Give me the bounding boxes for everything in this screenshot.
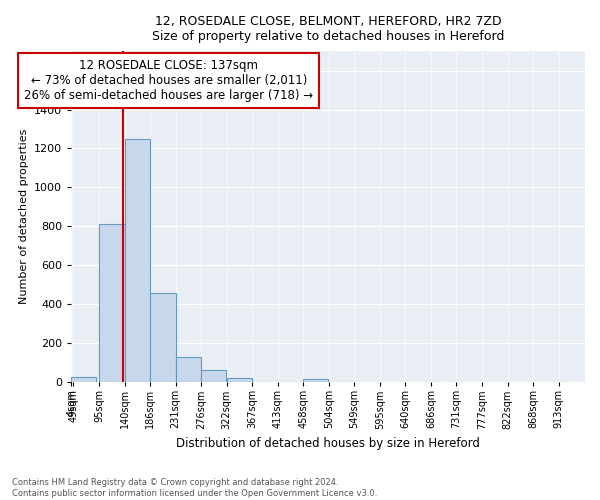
Text: 12 ROSEDALE CLOSE: 137sqm
← 73% of detached houses are smaller (2,011)
26% of se: 12 ROSEDALE CLOSE: 137sqm ← 73% of detac…	[24, 60, 313, 102]
Bar	[227, 378, 252, 382]
Bar	[176, 357, 201, 382]
Bar	[71, 378, 97, 382]
Y-axis label: Number of detached properties: Number of detached properties	[19, 129, 29, 304]
Bar	[125, 139, 150, 382]
Text: Contains HM Land Registry data © Crown copyright and database right 2024.
Contai: Contains HM Land Registry data © Crown c…	[12, 478, 377, 498]
X-axis label: Distribution of detached houses by size in Hereford: Distribution of detached houses by size …	[176, 437, 480, 450]
Bar	[303, 380, 328, 382]
Bar	[201, 370, 226, 382]
Title: 12, ROSEDALE CLOSE, BELMONT, HEREFORD, HR2 7ZD
Size of property relative to deta: 12, ROSEDALE CLOSE, BELMONT, HEREFORD, H…	[152, 15, 504, 43]
Bar	[151, 292, 176, 382]
Bar	[99, 224, 125, 382]
